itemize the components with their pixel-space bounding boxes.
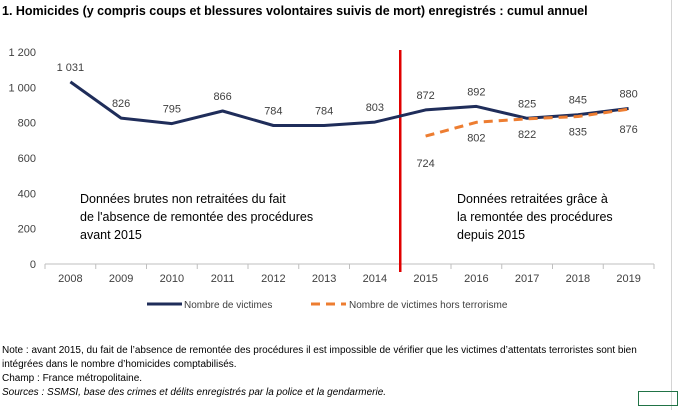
x-tick-label: 2018: [566, 273, 590, 285]
x-tick-label: 2019: [616, 273, 640, 285]
x-tick-label: 2017: [515, 273, 539, 285]
data-label: 866: [213, 91, 231, 103]
data-label: 835: [569, 126, 587, 138]
champ-text: Champ : France métropolitaine.: [2, 373, 143, 384]
data-label: 795: [163, 104, 181, 116]
x-tick-label: 2009: [109, 273, 133, 285]
series-hors-terrorisme-line: [425, 107, 629, 138]
line-chart: 2008 2009 2010 2011 2012 2013 2014 2015 2016 2017…: [8, 47, 655, 311]
annotations-layer: Données brutes non retraitées du fait de …: [80, 192, 613, 242]
y-tick-label: 400: [18, 188, 36, 200]
data-label: 872: [416, 90, 434, 102]
data-label: 876: [619, 124, 637, 136]
annotation-raw-data: Données brutes non retraitées du fait de …: [80, 192, 313, 242]
series-layer: [69, 80, 629, 138]
data-label: 880: [619, 89, 637, 101]
y-tick-label: 200: [18, 224, 36, 236]
data-label: 724: [416, 158, 434, 170]
data-label: 803: [366, 102, 384, 114]
data-label: 784: [264, 105, 282, 117]
annotation-processed-data: Données retraitées grâce à la remontée de…: [457, 192, 613, 242]
x-tick-label: 2011: [211, 273, 235, 285]
y-tick-label: 1 000: [8, 82, 36, 94]
x-tick-label: 2013: [312, 273, 336, 285]
data-label: 892: [467, 86, 485, 98]
data-label: 784: [315, 105, 333, 117]
data-label: 845: [569, 95, 587, 107]
data-label: 826: [112, 98, 130, 110]
legend: Nombre de victimes Nombre de victimes hor…: [147, 300, 508, 311]
legend-label-victimes: Nombre de victimes: [184, 300, 272, 311]
x-tick-label: 2014: [363, 273, 387, 285]
data-labels-layer: 1 031 826 795 866 784 784 803 872 892 825 845 880 72…: [57, 62, 638, 170]
x-tick-label: 2016: [464, 273, 488, 285]
data-label: 822: [518, 129, 536, 141]
data-label: 825: [518, 98, 536, 110]
y-tick-label: 800: [18, 118, 36, 130]
footnotes: Note : avant 2015, du fait de l’absence …: [2, 344, 678, 400]
legend-label-hors-terrorisme: Nombre de victimes hors terrorisme: [349, 300, 508, 311]
y-tick-label: 1 200: [8, 47, 36, 59]
chart-title: 1. Homicides (y compris coups et blessur…: [2, 4, 588, 18]
x-tick-label: 2008: [58, 273, 82, 285]
y-tick-label: 0: [30, 259, 36, 271]
data-label: 802: [467, 132, 485, 144]
sheet-gridline: [671, 0, 672, 410]
y-tick-label: 600: [18, 153, 36, 165]
selected-cell[interactable]: [638, 391, 678, 406]
note-text: Note : avant 2015, du fait de l’absence …: [2, 345, 637, 370]
x-tick-label: 2015: [413, 273, 437, 285]
x-tick-label: 2012: [261, 273, 285, 285]
axes: 2008 2009 2010 2011 2012 2013 2014 2015 2016 2017…: [8, 47, 655, 285]
data-label: 1 031: [57, 62, 85, 74]
x-tick-label: 2010: [160, 273, 184, 285]
sources-text: Sources : SSMSI, base des crimes et déli…: [2, 387, 387, 398]
